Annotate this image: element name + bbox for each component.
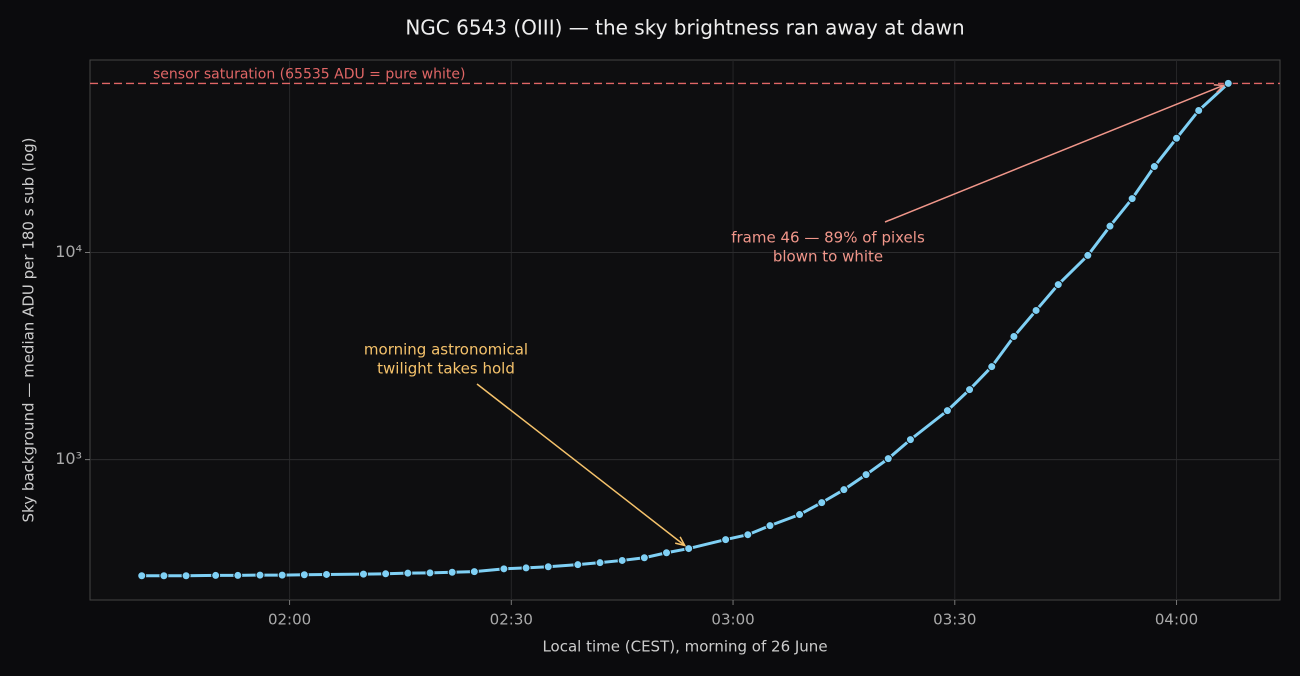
plot-area <box>89 59 1281 601</box>
data-point <box>403 568 413 578</box>
annotation-arrowhead <box>675 536 687 547</box>
data-line <box>141 82 1230 578</box>
x-tick-label: 03:30 <box>933 611 976 629</box>
annotation-text: morning astronomical <box>364 341 528 359</box>
data-point <box>425 568 435 578</box>
y-axis-label: Sky background — median ADU per 180 s su… <box>20 138 38 523</box>
data-point <box>469 567 479 577</box>
data-point <box>1009 332 1019 342</box>
data-point <box>721 535 731 545</box>
data-point <box>358 569 368 579</box>
data-point <box>499 564 509 574</box>
data-point <box>662 548 672 558</box>
data-point <box>255 570 265 580</box>
data-point <box>795 510 805 520</box>
data-point <box>883 454 893 464</box>
data-point <box>299 570 309 580</box>
chart-title: NGC 6543 (OIII) — the sky brightness ran… <box>405 16 964 40</box>
data-point <box>1172 133 1182 143</box>
data-point <box>684 544 694 554</box>
data-point <box>905 435 915 445</box>
data-point <box>1083 250 1093 260</box>
data-point <box>159 571 169 581</box>
data-point <box>1031 305 1041 315</box>
data-point <box>965 385 975 395</box>
data-point <box>447 567 457 577</box>
data-point <box>1053 280 1063 290</box>
data-point <box>1105 221 1115 231</box>
data-point <box>233 570 243 580</box>
x-tick-label: 03:00 <box>711 611 754 629</box>
annotation-text: twilight takes hold <box>377 360 515 378</box>
data-point <box>181 571 191 581</box>
data-point <box>743 530 753 540</box>
x-tick-label: 02:30 <box>490 611 533 629</box>
data-point <box>322 569 332 579</box>
data-point <box>861 470 871 480</box>
data-point <box>211 570 221 580</box>
data-point <box>839 485 849 495</box>
x-tick-label: 02:00 <box>268 611 311 629</box>
data-point <box>817 498 827 508</box>
data-point <box>595 558 605 568</box>
annotation-text: frame 46 — 89% of pixels <box>731 229 925 247</box>
data-point <box>765 521 775 531</box>
data-point <box>1149 162 1159 172</box>
annotation-arrow <box>884 84 1224 223</box>
reference-label: sensor saturation (65535 ADU = pure whit… <box>153 66 465 82</box>
data-point <box>639 553 649 563</box>
data-point <box>573 560 583 570</box>
y-tick-label: 10⁴ <box>55 242 82 261</box>
x-tick-label: 04:00 <box>1155 611 1198 629</box>
x-axis-label: Local time (CEST), morning of 26 June <box>542 638 827 656</box>
annotation-arrow <box>476 383 686 547</box>
data-point <box>987 362 997 372</box>
data-point <box>942 406 952 416</box>
data-point <box>1127 194 1137 204</box>
y-tick-label: 10³ <box>55 449 82 468</box>
annotation-arrowhead <box>1213 84 1226 93</box>
data-point <box>617 555 627 565</box>
data-point <box>277 570 287 580</box>
annotation-text: blown to white <box>773 248 883 266</box>
data-point <box>381 569 391 579</box>
data-point <box>1223 78 1233 88</box>
data-point <box>137 571 147 581</box>
data-point <box>521 563 531 573</box>
data-point <box>543 562 553 572</box>
data-point <box>1194 105 1204 115</box>
